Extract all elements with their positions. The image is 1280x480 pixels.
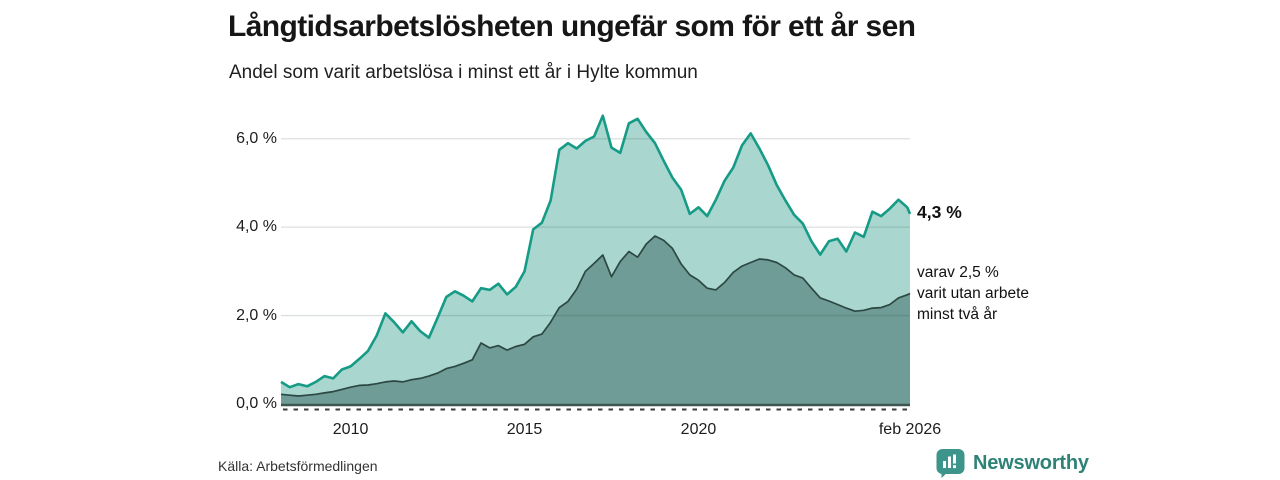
newsworthy-logo[interactable]: Newsworthy bbox=[936, 448, 1089, 479]
chart-subtitle: Andel som varit arbetslösa i minst ett å… bbox=[229, 62, 698, 83]
y-tick-label: 0,0 % bbox=[236, 395, 277, 412]
source-credit: Källa: Arbetsförmedlingen bbox=[218, 458, 378, 474]
latest-value-label: 4,3 % bbox=[917, 202, 962, 222]
x-tick-label: feb 2026 bbox=[878, 421, 942, 438]
y-tick-label: 6,0 % bbox=[236, 129, 277, 147]
y-tick-label: 4,0 % bbox=[236, 218, 277, 236]
x-tick-label: 2010 bbox=[332, 421, 369, 438]
newsworthy-badge-icon bbox=[936, 449, 965, 478]
secondary-series-note: varav 2,5 % varit utan arbete minst två … bbox=[917, 264, 1030, 323]
newsworthy-wordmark: Newsworthy bbox=[973, 452, 1089, 474]
x-tick-label: 2020 bbox=[680, 421, 717, 438]
y-tick-label: 2,0 % bbox=[236, 306, 277, 324]
page-title: Långtidsarbetslösheten ungefär som för e… bbox=[228, 10, 916, 43]
area-fill-minst-tva-ar bbox=[281, 236, 910, 404]
x-tick-label: 2015 bbox=[506, 421, 543, 438]
line-minst-tva-ar bbox=[280, 235, 911, 397]
line-minst-ett-ar bbox=[280, 114, 912, 389]
